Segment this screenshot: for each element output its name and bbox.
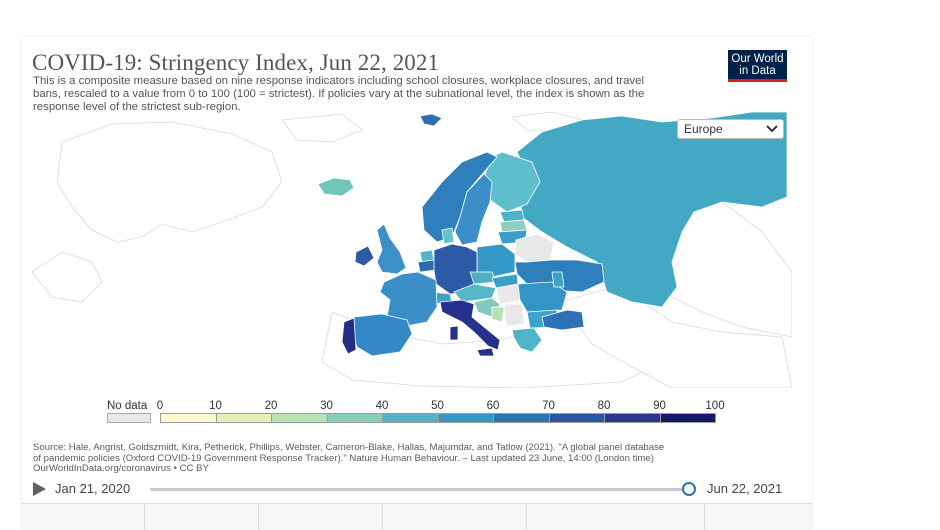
europe-map[interactable]: [22, 112, 792, 388]
logo-line-1: Our World: [731, 53, 784, 65]
region-greece[interactable]: [511, 327, 543, 353]
region-serbia[interactable]: [503, 303, 525, 327]
legend-swatch[interactable]: [382, 413, 439, 423]
region-belgium[interactable]: [417, 259, 437, 273]
legend-tick-label: 50: [431, 400, 444, 412]
legend-tick-label: 90: [653, 400, 666, 412]
tab-divider: [382, 504, 383, 530]
region-turkey[interactable]: [541, 309, 585, 331]
tab-divider: [526, 504, 527, 530]
legend-scale: 0 10 20 30 40 50 60 70 80 90 100: [156, 398, 725, 428]
legend-tick-label: 10: [209, 400, 222, 412]
legend-tick-label: 20: [264, 400, 278, 412]
chart-subtitle: This is a composite measure based on nin…: [33, 75, 645, 113]
region-select[interactable]: Europe: [677, 119, 784, 139]
legend-no-data-swatch[interactable]: [107, 413, 151, 423]
timeline-start-date: Jan 21, 2020: [55, 481, 131, 496]
region-belarus[interactable]: [514, 233, 555, 263]
timeline-track[interactable]: [150, 488, 690, 491]
timeline-end-date: Jun 22, 2021: [707, 481, 783, 496]
legend-swatch[interactable]: [437, 413, 494, 423]
legend: No data 0 10 20 30 40 50 60 70 80 90 100: [105, 398, 745, 438]
region-france[interactable]: [379, 271, 438, 328]
region-moldova[interactable]: [551, 271, 565, 288]
region-norway[interactable]: [421, 151, 498, 243]
region-portugal[interactable]: [341, 317, 357, 355]
region-denmark[interactable]: [441, 227, 455, 245]
region-united-kingdom[interactable]: [376, 223, 407, 275]
legend-swatch[interactable]: [604, 413, 661, 423]
legend-swatch[interactable]: [326, 413, 383, 423]
legend-tick-label: 80: [597, 400, 611, 412]
tab-divider: [258, 504, 259, 530]
legend-tick-label: 60: [486, 400, 500, 412]
legend-swatch[interactable]: [160, 413, 217, 423]
legend-swatch[interactable]: [215, 413, 272, 423]
bottom-tab-bar: [22, 503, 812, 530]
tab-divider: [144, 504, 145, 530]
source-line-2: of pandemic policies (Oxford COVID-19 Go…: [33, 452, 654, 464]
legend-tick-label: 70: [542, 400, 555, 412]
legend-swatch[interactable]: [271, 413, 328, 423]
region-svalbard[interactable]: [419, 113, 443, 127]
region-bosnia[interactable]: [491, 306, 505, 323]
source-line-1: Source: Hale, Angrist, Goldszmidt, Kira,…: [33, 442, 665, 453]
tab-divider: [704, 504, 705, 530]
timeline-handle[interactable]: [682, 482, 696, 496]
logo-line-2: in Data: [739, 65, 776, 77]
legend-tick-label: 100: [705, 400, 725, 412]
source-line-3: OurWorldInData.org/coronavirus • CC BY: [33, 463, 209, 475]
source-note: Source: Hale, Angrist, Goldszmidt, Kira,…: [33, 442, 753, 475]
legend-swatch[interactable]: [493, 413, 550, 423]
legend-no-data-label: No data: [107, 400, 148, 412]
legend-swatch[interactable]: [659, 413, 716, 423]
region-select-value: Europe: [684, 122, 723, 136]
region-sardinia[interactable]: [449, 325, 459, 341]
timeline: Jan 21, 2020 Jun 22, 2021: [30, 478, 790, 500]
region-iceland[interactable]: [317, 177, 355, 197]
play-icon[interactable]: [33, 482, 46, 496]
chart-title: COVID-19: Stringency Index, Jun 22, 2021: [32, 50, 440, 75]
legend-tick-label: 30: [320, 400, 333, 412]
region-romania[interactable]: [517, 281, 568, 313]
legend-swatch[interactable]: [548, 413, 605, 423]
legend-tick-label: 0: [156, 400, 164, 412]
owid-logo[interactable]: Our World in Data: [728, 50, 787, 82]
region-sicily[interactable]: [476, 347, 495, 357]
region-ireland[interactable]: [354, 245, 375, 267]
chevron-down-icon: [766, 125, 778, 133]
region-russia[interactable]: [516, 112, 788, 308]
region-italy[interactable]: [439, 299, 501, 351]
region-sweden[interactable]: [454, 173, 493, 246]
legend-tick-label: 40: [375, 400, 389, 412]
